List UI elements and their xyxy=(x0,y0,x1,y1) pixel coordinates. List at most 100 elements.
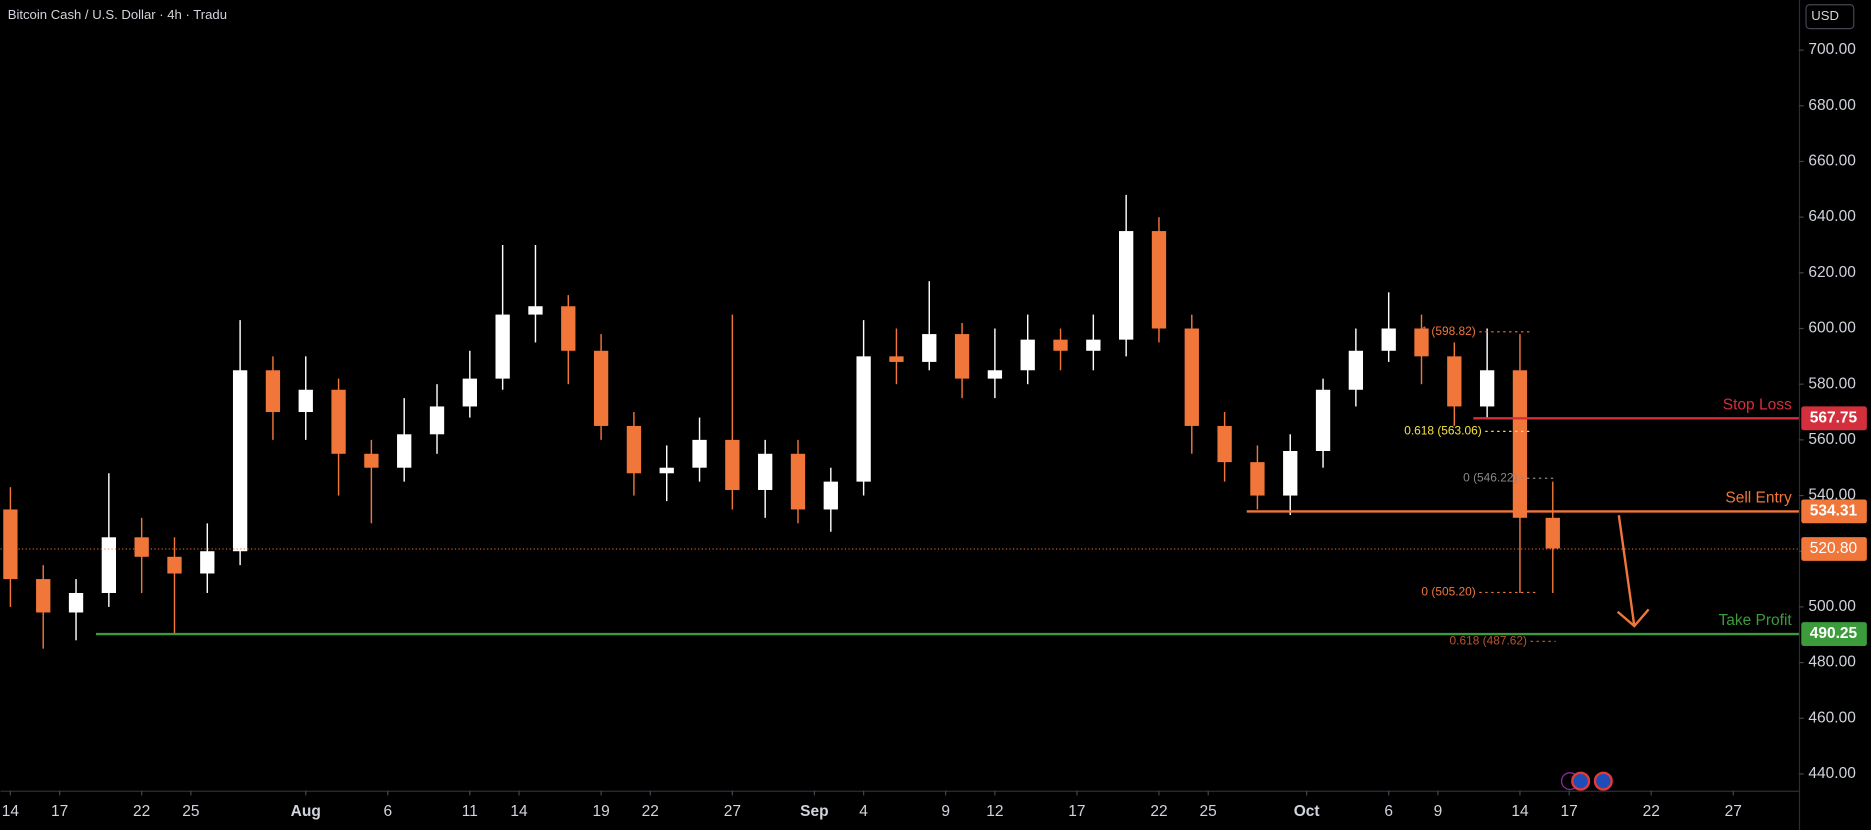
candle-body xyxy=(561,306,576,351)
candle-body xyxy=(1381,328,1396,351)
level-badge-label: 534.31 xyxy=(1810,502,1858,519)
candle-body xyxy=(364,453,379,468)
y-tick-label: 560.00 xyxy=(1808,431,1856,448)
candle-body xyxy=(1217,425,1232,463)
candle-body xyxy=(167,556,182,574)
x-tick-label: 9 xyxy=(1434,803,1443,820)
candle-body xyxy=(922,334,937,362)
level-name: Stop Loss xyxy=(1723,396,1792,413)
candle-body xyxy=(692,439,707,468)
candle-body xyxy=(1348,350,1364,390)
x-tick-label: 25 xyxy=(182,803,199,820)
y-tick-label: 480.00 xyxy=(1808,654,1856,671)
x-tick-label: Aug xyxy=(291,803,321,820)
candle-body xyxy=(1184,328,1199,426)
x-tick-label: 22 xyxy=(1150,803,1167,820)
x-tick-label: 11 xyxy=(462,803,478,820)
candle-body xyxy=(134,537,149,557)
y-tick-label: 700.00 xyxy=(1808,41,1856,58)
y-tick-label: 680.00 xyxy=(1808,97,1856,114)
candle-body xyxy=(790,453,806,510)
x-tick-label: 17 xyxy=(1561,803,1578,820)
candle-body xyxy=(1053,339,1068,351)
candle-body xyxy=(101,537,117,593)
fib-label: 0 (505.20) xyxy=(1421,585,1475,599)
candle-body xyxy=(758,453,773,490)
level-name: Sell Entry xyxy=(1725,489,1792,506)
candle-body xyxy=(593,350,609,426)
candle-body xyxy=(1283,451,1298,496)
candle-body xyxy=(659,467,674,474)
candle-body xyxy=(1479,370,1495,407)
x-tick-label: 27 xyxy=(724,803,741,820)
candle-body xyxy=(528,306,543,315)
candle-body xyxy=(265,370,281,413)
candle-body xyxy=(954,334,970,379)
candle-body xyxy=(856,356,871,482)
candle-body xyxy=(68,592,84,613)
level-badge-label: 567.75 xyxy=(1810,409,1858,426)
candle-body xyxy=(429,406,445,435)
fib-label: 0 (546.22) xyxy=(1463,470,1517,484)
level-badge xyxy=(1801,406,1867,431)
candle-body xyxy=(298,389,313,413)
candle-body xyxy=(200,551,215,574)
candle-body xyxy=(1545,517,1560,549)
x-tick-label: Oct xyxy=(1294,803,1320,820)
candle-body xyxy=(823,481,838,510)
candle-body xyxy=(1315,389,1331,452)
x-tick-label: 22 xyxy=(1643,803,1660,820)
x-tick-label: 14 xyxy=(1511,803,1529,820)
candle-body xyxy=(1086,339,1101,351)
y-tick-label: 540.00 xyxy=(1808,487,1856,504)
candle-body xyxy=(462,378,477,407)
level-badge xyxy=(1801,622,1867,646)
x-tick-label: 14 xyxy=(510,803,528,820)
candle-body xyxy=(1020,339,1035,371)
x-tick-label: 6 xyxy=(1384,803,1393,820)
fib-label: 0.618 (487.62) xyxy=(1450,634,1527,648)
candle-body xyxy=(1151,231,1167,329)
x-tick-label: 4 xyxy=(859,803,868,820)
candle-body xyxy=(1447,356,1462,407)
y-tick-label: 640.00 xyxy=(1808,208,1856,225)
currency-button[interactable] xyxy=(1805,4,1855,30)
currency-label: USD xyxy=(1811,8,1839,23)
candle-body xyxy=(1414,328,1429,357)
candle-body xyxy=(495,314,510,379)
y-tick-label: 460.00 xyxy=(1808,709,1856,726)
candle-body xyxy=(1250,462,1265,496)
x-tick-label: 22 xyxy=(133,803,150,820)
x-tick-label: 27 xyxy=(1725,803,1742,820)
x-tick-label: 17 xyxy=(51,803,68,820)
price-badge-label: 520.80 xyxy=(1810,540,1858,557)
candle-body xyxy=(36,579,51,613)
candle-body xyxy=(987,370,1003,379)
candle-body xyxy=(397,434,412,468)
candle-body xyxy=(889,356,904,362)
x-tick-label: Sep xyxy=(800,803,828,820)
arrow xyxy=(1616,515,1650,628)
y-tick-label: 660.00 xyxy=(1808,153,1856,170)
plot-area: 440.00460.00480.00500.00520.00540.00560.… xyxy=(0,41,1867,820)
chart-title: Bitcoin Cash / U.S. Dollar · 4h · Tradu xyxy=(8,7,227,22)
x-tick-label: 25 xyxy=(1200,803,1217,820)
y-tick-label: 580.00 xyxy=(1808,375,1856,392)
event-icons xyxy=(1560,771,1613,791)
y-tick-label: 600.00 xyxy=(1808,320,1856,337)
x-tick-label: 9 xyxy=(941,803,950,820)
candle-body xyxy=(1119,231,1134,340)
level-name: Take Profit xyxy=(1719,612,1793,629)
icon xyxy=(1593,771,1613,791)
candle-body xyxy=(725,439,740,490)
candle-body xyxy=(232,370,248,552)
fib-label: 1 (598.82) xyxy=(1421,324,1475,338)
fib-label: 0.618 (563.06) xyxy=(1404,424,1481,438)
x-tick-label: 12 xyxy=(986,803,1003,820)
y-tick-label: 440.00 xyxy=(1808,765,1856,782)
y-tick-label: 500.00 xyxy=(1808,598,1856,615)
price-badge xyxy=(1801,537,1867,561)
